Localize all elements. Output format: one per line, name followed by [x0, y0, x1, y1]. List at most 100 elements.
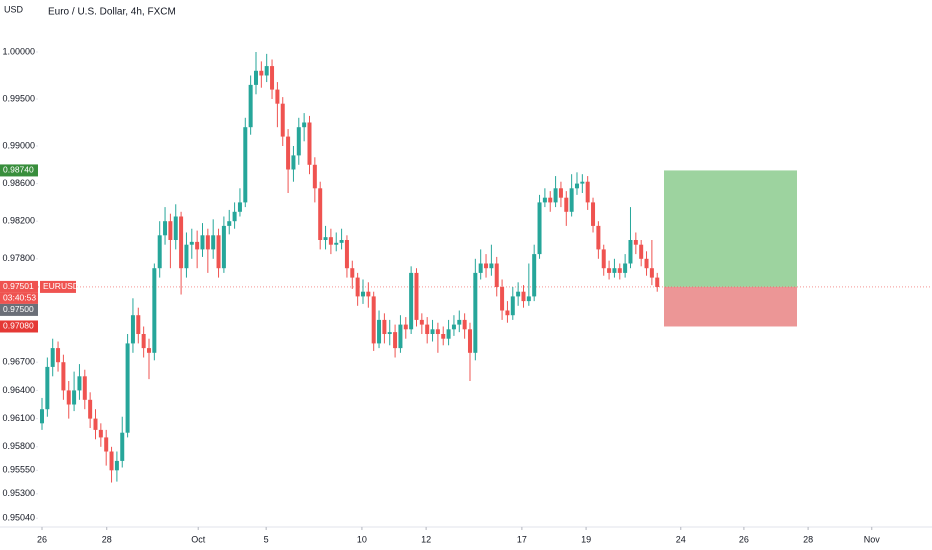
candle-body — [585, 181, 590, 203]
candle-body — [542, 197, 547, 203]
x-tick-label: Nov — [864, 534, 881, 544]
candle-body — [451, 324, 456, 330]
candle-body — [259, 70, 264, 76]
candle-body — [72, 390, 77, 405]
candle-body — [307, 122, 312, 165]
candle-body — [56, 348, 61, 363]
candle-body — [221, 225, 226, 269]
candle-body — [323, 237, 328, 240]
candle-body — [601, 249, 606, 269]
candle-body — [382, 319, 387, 335]
candle-body — [237, 202, 242, 212]
candle-body — [430, 329, 435, 335]
candle-body — [291, 155, 296, 170]
candle-body — [649, 268, 654, 278]
candle-body — [574, 183, 579, 189]
candle-body — [168, 221, 173, 240]
candle-body — [275, 89, 280, 104]
y-tick-label: 0.96100 — [2, 413, 35, 423]
price-badge — [0, 280, 38, 293]
candle-body — [286, 136, 291, 170]
candle-body — [655, 277, 660, 288]
candle-body — [484, 263, 489, 269]
candle-body — [328, 237, 333, 245]
symbol-tag-bg — [40, 280, 76, 293]
candle-body — [195, 241, 200, 250]
candle-body — [537, 202, 542, 255]
candle-body — [457, 319, 462, 325]
x-tick-label: 5 — [264, 534, 269, 544]
candle-body — [114, 460, 119, 471]
candle-body — [398, 324, 403, 349]
y-tick-label: 0.97800 — [2, 253, 35, 263]
candle-body — [564, 197, 569, 212]
candle-body — [232, 211, 237, 222]
candle-body — [532, 254, 537, 297]
candle-body — [505, 310, 510, 316]
x-tick-label: 26 — [37, 534, 47, 544]
price-badge — [0, 164, 38, 177]
candle-body — [152, 268, 157, 353]
y-tick-label: 1.00000 — [2, 46, 35, 56]
candle-body — [569, 188, 574, 212]
target-zone — [664, 170, 797, 287]
candle-body — [157, 235, 162, 269]
candle-body — [146, 348, 151, 353]
candle-body — [334, 242, 339, 245]
price-badge-label: 0.97500 — [3, 304, 34, 314]
candle-body — [494, 263, 499, 288]
candle-body — [435, 329, 440, 335]
candle-body — [82, 376, 87, 400]
candle-body — [312, 164, 317, 189]
candle-body — [516, 291, 521, 297]
candle-body — [596, 225, 601, 250]
candle-body — [216, 235, 221, 269]
x-tick-label: 17 — [517, 534, 527, 544]
candle-body — [39, 409, 44, 424]
candle-body — [607, 268, 612, 273]
candle-body — [205, 235, 210, 250]
candle-body — [510, 296, 515, 316]
candle-body — [248, 84, 253, 128]
candle-body — [109, 451, 114, 471]
candle-body — [548, 197, 553, 203]
candle-body — [639, 244, 644, 259]
candle-body — [617, 268, 622, 273]
candle-body — [227, 221, 232, 226]
candle-body — [371, 296, 376, 344]
candle-body — [360, 291, 365, 297]
x-tick-label: 26 — [739, 534, 749, 544]
y-tick-label: 0.95800 — [2, 441, 35, 451]
y-tick-label: 0.98600 — [2, 178, 35, 188]
candle-body — [489, 263, 494, 269]
candle-body — [280, 103, 285, 137]
x-tick-label: 28 — [803, 534, 813, 544]
candle-body — [350, 268, 355, 278]
candle-body — [120, 432, 125, 461]
y-tick-label: 0.99500 — [2, 93, 35, 103]
y-tick-label: 0.96400 — [2, 385, 35, 395]
candle-body — [270, 66, 275, 90]
candle-body — [189, 241, 194, 245]
candle-body — [473, 272, 478, 353]
candle-body — [387, 332, 392, 335]
candle-body — [500, 287, 505, 311]
price-badge-label: 0.97501 — [3, 281, 34, 291]
candle-body — [612, 268, 617, 273]
candle-body — [409, 272, 414, 330]
countdown-bg — [0, 292, 38, 304]
candle-body — [558, 188, 563, 198]
candle-body — [200, 235, 205, 250]
candle-body — [644, 258, 649, 269]
candle-body — [526, 296, 531, 302]
candle-body — [61, 362, 66, 391]
candle-body — [125, 343, 130, 433]
candle-body — [355, 277, 360, 297]
stop-zone — [664, 286, 797, 327]
candle-body — [184, 244, 189, 269]
candle-body — [580, 181, 585, 184]
x-tick-label: 12 — [421, 534, 431, 544]
candle-body — [243, 127, 248, 203]
y-tick-label: 0.95550 — [2, 465, 35, 475]
